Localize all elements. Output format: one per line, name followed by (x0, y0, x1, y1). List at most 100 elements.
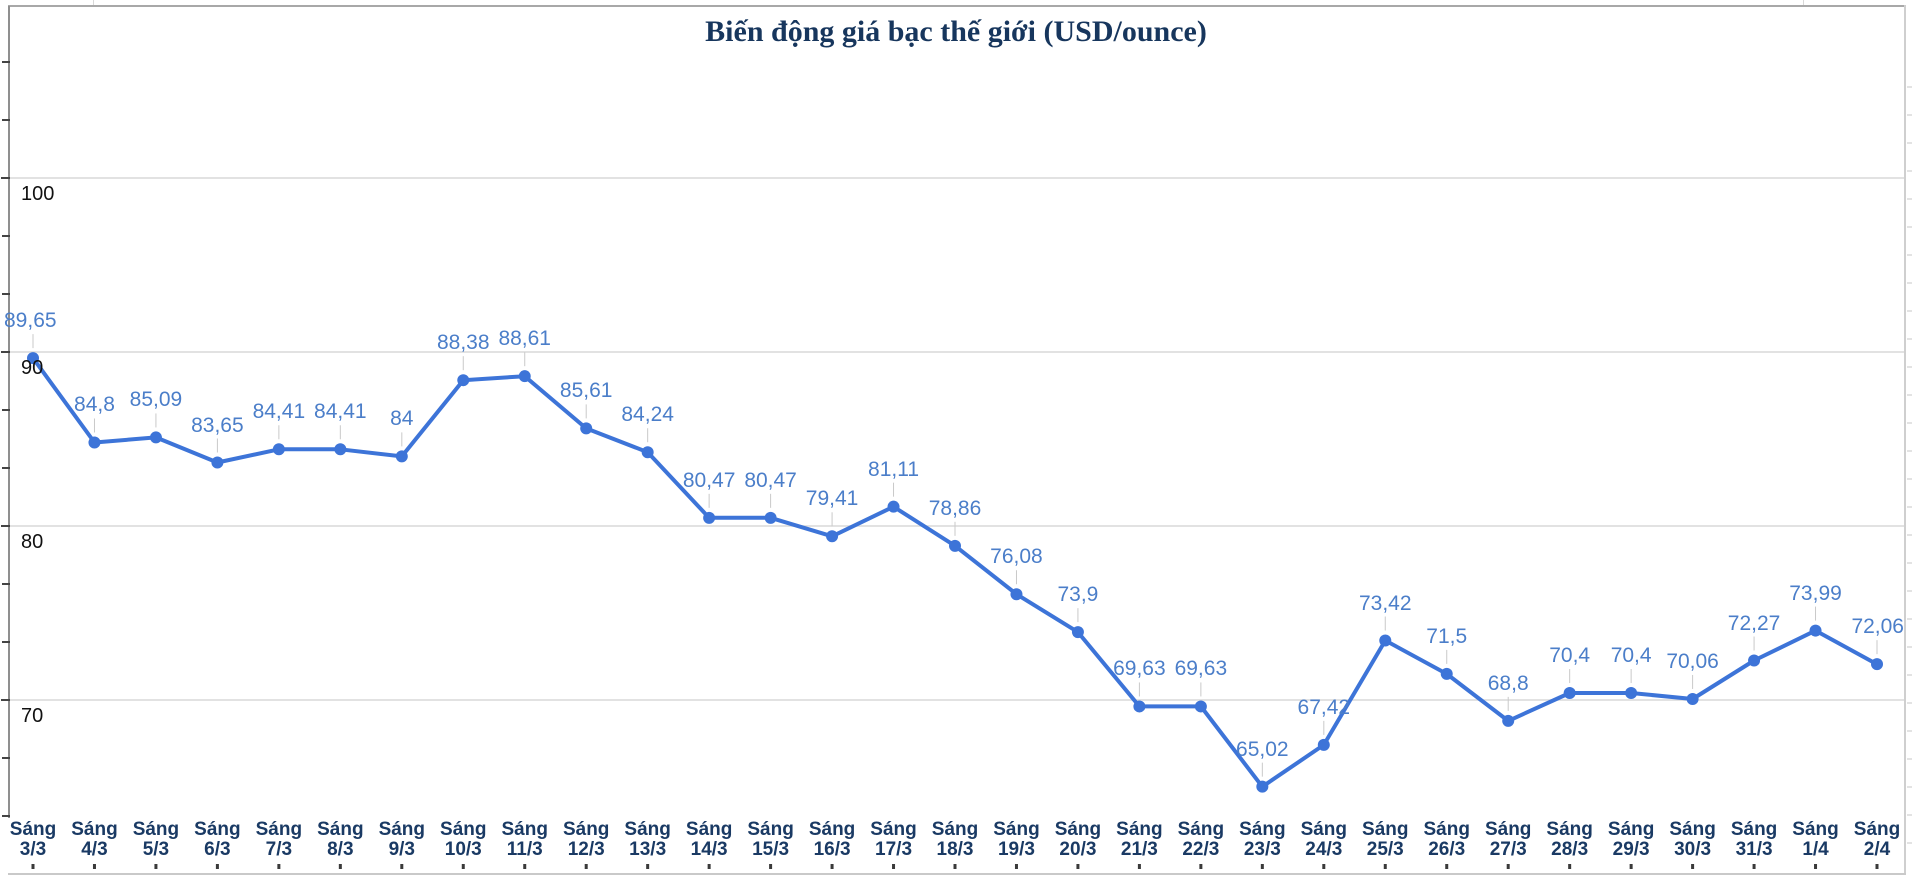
x-axis-label: Sáng 2/4 (1854, 820, 1900, 860)
x-axis-label: Sáng 31/3 (1731, 820, 1777, 860)
x-axis-label: Sáng 24/3 (1301, 820, 1347, 860)
data-point-label: 88,61 (498, 327, 551, 351)
y-axis-line (8, 6, 10, 818)
data-point (272, 443, 285, 456)
x-axis-label-line1: Sáng (562, 819, 610, 840)
x-axis-label-line1: Sáng (1054, 819, 1102, 840)
data-point-label: 85,61 (559, 379, 613, 403)
x-axis-tick (523, 864, 527, 869)
sheet-row-lines (1907, 60, 1912, 870)
data-point-label: 81,11 (868, 457, 920, 481)
x-axis-tick (31, 864, 35, 869)
y-axis-label: 90 (21, 357, 44, 379)
x-axis-label: Sáng 9/3 (379, 820, 425, 860)
x-axis-label-line2: 19/3 (997, 839, 1035, 860)
data-point-label: 84,41 (252, 400, 306, 424)
x-axis-tick (1322, 864, 1326, 869)
x-axis-label-line1: Sáng (378, 819, 426, 840)
x-axis-label-line1: Sáng (9, 819, 57, 840)
x-axis-label-line1: Sáng (255, 819, 303, 840)
data-point (1625, 687, 1638, 700)
x-axis-label-line1: Sáng (1116, 819, 1163, 840)
chart-border-bottom (8, 873, 1906, 875)
x-axis-label-line2: 9/3 (388, 839, 416, 860)
y-axis-label: 80 (21, 531, 44, 553)
data-point-label: 70,06 (1666, 649, 1719, 673)
x-axis-label-line2: 21/3 (1120, 839, 1158, 860)
x-axis-label-line2: 20/3 (1059, 839, 1097, 860)
data-point (1379, 634, 1392, 647)
x-axis-tick (1137, 864, 1141, 869)
x-axis-label-line1: Sáng (1792, 819, 1839, 840)
data-point-label: 80,47 (744, 468, 797, 492)
y-axis-label: 100 (21, 183, 55, 205)
x-axis-label-line2: 29/3 (1612, 839, 1650, 860)
x-axis-label: Sáng 28/3 (1546, 820, 1592, 860)
x-axis-label: Sáng 15/3 (747, 820, 793, 860)
data-point (211, 456, 224, 469)
data-point-label: 73,42 (1358, 591, 1412, 615)
x-axis-tick (1875, 864, 1879, 869)
x-axis-label: Sáng 13/3 (624, 820, 670, 860)
data-point-label: 71,5 (1426, 624, 1468, 648)
data-point-label: 80,47 (682, 468, 736, 492)
x-axis-label: Sáng 3/3 (10, 820, 56, 860)
x-axis-tick (953, 864, 957, 869)
x-axis-label-line2: 25/3 (1366, 839, 1404, 860)
data-point-label: 88,38 (436, 331, 490, 355)
x-axis-label: Sáng 1/4 (1792, 820, 1838, 860)
x-axis-label: Sáng 21/3 (1116, 820, 1162, 860)
data-point (1809, 624, 1822, 637)
x-axis-tick (338, 864, 342, 869)
data-point (949, 539, 962, 552)
x-axis-label-line2: 30/3 (1674, 839, 1712, 860)
x-axis-label-line2: 27/3 (1489, 839, 1527, 860)
x-axis-label: Sáng 14/3 (686, 820, 732, 860)
data-point-label: 70,4 (1549, 644, 1591, 668)
x-axis-label-line2: 11/3 (506, 839, 543, 860)
x-axis-label: Sáng 11/3 (501, 820, 547, 860)
data-point (334, 443, 347, 456)
data-point (395, 450, 408, 463)
x-axis-tick (707, 864, 711, 869)
data-point-label: 78,86 (928, 496, 982, 520)
x-axis-label: Sáng 23/3 (1239, 820, 1285, 860)
x-axis-label: Sáng 5/3 (133, 820, 179, 860)
data-point (1686, 692, 1699, 705)
x-axis-label: Sáng 8/3 (317, 820, 363, 860)
x-axis-label-line2: 14/3 (690, 839, 728, 860)
x-axis-tick (1383, 864, 1387, 869)
data-point-label: 76,08 (990, 545, 1043, 569)
x-axis-label-line1: Sáng (1177, 819, 1225, 840)
x-axis-label-line2: 3/3 (19, 839, 47, 860)
x-axis-label: Sáng 25/3 (1362, 820, 1408, 860)
x-axis-label: Sáng 16/3 (809, 820, 855, 860)
x-axis-label-line1: Sáng (1730, 819, 1778, 840)
x-axis-label-line2: 23/3 (1243, 839, 1281, 860)
y-axis-label: 70 (21, 705, 44, 727)
x-axis-label: Sáng 19/3 (993, 820, 1039, 860)
x-axis-tick (830, 864, 834, 869)
chart-border-top (8, 5, 1905, 7)
data-point (580, 422, 593, 435)
x-axis-label-line1: Sáng (931, 819, 979, 840)
data-point-label: 68,8 (1487, 671, 1529, 695)
data-point (149, 431, 162, 444)
data-point-label: 73,99 (1789, 581, 1842, 605)
data-point (1010, 588, 1023, 601)
x-axis-label: Sáng 27/3 (1485, 820, 1531, 860)
x-axis-label-line1: Sáng (1423, 819, 1470, 840)
x-axis-label: Sáng 10/3 (440, 820, 486, 860)
x-axis-label-line2: 4/3 (81, 839, 108, 860)
data-point (887, 500, 900, 513)
x-axis-tick (1691, 864, 1695, 869)
x-axis-label-line1: Sáng (1669, 819, 1716, 840)
sheet-cell-line (93, 0, 94, 5)
x-axis-label-line2: 10/3 (444, 839, 482, 860)
x-axis-label-line1: Sáng (993, 819, 1040, 840)
data-point-label: 83,65 (191, 413, 244, 437)
x-axis-label-line2: 7/3 (265, 839, 293, 860)
x-axis-label-line1: Sáng (685, 819, 733, 840)
